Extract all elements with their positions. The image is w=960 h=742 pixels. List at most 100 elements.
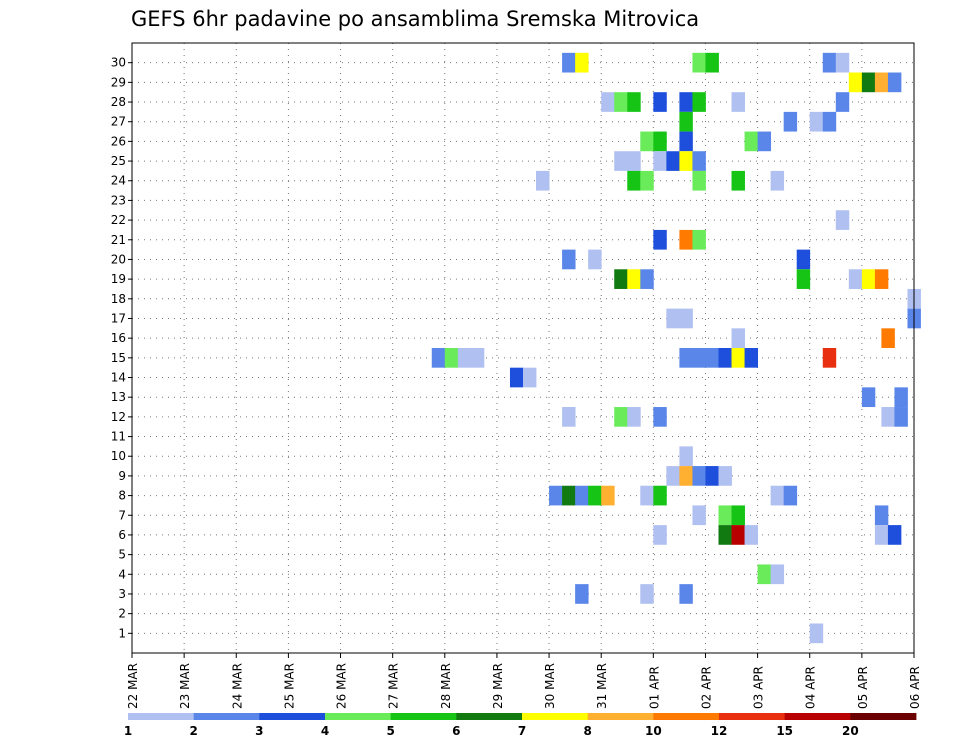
heatmap-cell: [457, 348, 472, 368]
heatmap-cell: [744, 348, 758, 368]
heatmap-cell: [640, 269, 654, 289]
heatmap-cell: [653, 485, 667, 506]
heatmap-cell: [640, 485, 654, 506]
heatmap-cell: [614, 151, 628, 171]
heatmap-cell: [614, 269, 628, 289]
colorbar-segment: [456, 713, 523, 720]
chart-title: GEFS 6hr padavine po ansamblima Sremska …: [131, 7, 699, 31]
heatmap-cell: [731, 92, 745, 112]
y-tick-label: 4: [118, 567, 126, 581]
heatmap-cells: [431, 52, 921, 644]
colorbar-label: 1: [124, 724, 132, 738]
y-tick-label: 3: [118, 587, 126, 601]
x-tick-label: 04 APR: [804, 666, 818, 709]
heatmap-cell: [679, 131, 693, 152]
heatmap-cell: [614, 407, 628, 427]
y-tick-label: 21: [111, 233, 126, 247]
heatmap-cell: [653, 525, 667, 545]
heatmap-cell: [770, 564, 785, 585]
heatmap-cell: [822, 52, 837, 73]
heatmap-cell: [640, 170, 654, 191]
colorbar-label: 12: [711, 724, 728, 738]
heatmap-cell: [640, 131, 654, 152]
y-tick-label: 23: [111, 193, 126, 207]
colorbar-label: 6: [452, 724, 460, 738]
heatmap-cell: [679, 584, 693, 604]
heatmap-cell: [874, 525, 889, 545]
heatmap-cell: [874, 269, 889, 289]
heatmap-cell: [601, 485, 615, 506]
y-tick-label: 14: [111, 371, 126, 385]
x-tick-label: 06 APR: [908, 666, 922, 709]
heatmap-cell: [601, 92, 615, 112]
x-axis: 22 MAR 23 MAR 24 MAR 25 MAR 26 MAR 27 MAR 28 M…: [126, 653, 922, 709]
colorbar-segment: [850, 713, 917, 720]
x-tick-label: 31 MAR: [595, 663, 609, 709]
heatmap-cell: [679, 466, 693, 486]
heatmap-cell: [809, 623, 824, 644]
y-tick-label: 5: [118, 548, 126, 562]
y-tick-label: 29: [111, 75, 126, 89]
heatmap-cell: [894, 407, 908, 427]
heatmap-cell: [887, 525, 902, 545]
y-tick-label: 10: [111, 449, 126, 463]
heatmap-cell: [470, 348, 485, 368]
heatmap-cell: [822, 111, 837, 132]
heatmap-cell: [874, 505, 889, 526]
heatmap-cell: [549, 485, 563, 506]
colorbar-label: 10: [645, 724, 662, 738]
y-tick-label: 6: [118, 528, 126, 542]
y-tick-label: 7: [118, 508, 126, 522]
colorbar-label: 20: [842, 724, 859, 738]
heatmap-cell: [731, 170, 745, 191]
heatmap-cell: [627, 269, 641, 289]
heatmap-cell: [666, 151, 680, 171]
x-tick-label: 02 APR: [699, 666, 713, 709]
colorbar-label: 7: [518, 724, 526, 738]
heatmap-cell: [627, 407, 641, 427]
x-tick-label: 29 MAR: [491, 663, 505, 709]
y-tick-label: 8: [118, 489, 126, 503]
y-tick-label: 30: [111, 56, 126, 70]
x-tick-label: 03 APR: [752, 666, 766, 709]
heatmap-cell: [679, 348, 693, 368]
heatmap-cell: [861, 72, 876, 93]
colorbar: 1 2 3 4 5 6 7 8 10 12 15 20: [124, 713, 917, 738]
colorbar-segment: [259, 713, 326, 720]
heatmap-cell: [881, 328, 895, 348]
heatmap-cell: [588, 485, 602, 506]
heatmap-cell: [796, 269, 811, 289]
heatmap-cell: [783, 485, 798, 506]
heatmap-cell: [679, 446, 693, 467]
heatmap-cell: [692, 170, 706, 191]
colorbar-label: 5: [386, 724, 394, 738]
heatmap-cell: [653, 407, 667, 427]
heatmap-cell: [848, 72, 863, 93]
heatmap-cell: [679, 92, 693, 112]
heatmap-cell: [653, 151, 667, 171]
heatmap-cell: [692, 466, 706, 486]
x-tick-label: 27 MAR: [387, 663, 401, 709]
heatmap-cell: [744, 131, 758, 152]
heatmap-cell: [757, 564, 772, 585]
heatmap-cell: [562, 52, 576, 73]
y-tick-label: 27: [111, 115, 126, 129]
heatmap-cell: [705, 348, 719, 368]
heatmap-cell: [744, 525, 758, 545]
heatmap-cell: [562, 485, 576, 506]
x-tick-label: 24 MAR: [230, 663, 244, 709]
heatmap-cell: [887, 72, 902, 93]
heatmap-cell: [588, 249, 602, 270]
heatmap-cell: [692, 229, 706, 250]
x-tick-label: 25 MAR: [282, 663, 296, 709]
heatmap-cell: [692, 348, 706, 368]
heatmap-cell: [666, 466, 680, 486]
heatmap-cell: [731, 328, 745, 348]
heatmap-cell: [809, 111, 824, 132]
y-tick-label: 19: [111, 272, 126, 286]
y-tick-label: 9: [118, 469, 126, 483]
x-tick-label: 26 MAR: [335, 663, 349, 709]
heatmap-cell: [718, 505, 732, 526]
colorbar-label: 8: [583, 724, 591, 738]
heatmap-cell: [562, 407, 576, 427]
